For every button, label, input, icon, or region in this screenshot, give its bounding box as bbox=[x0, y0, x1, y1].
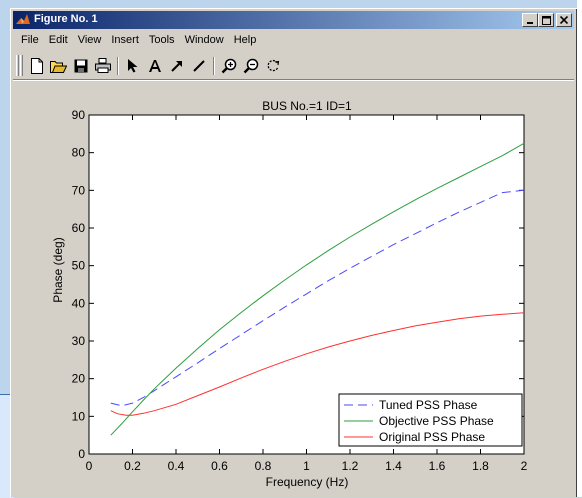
zoom-out-icon bbox=[243, 58, 258, 73]
menu-view[interactable]: View bbox=[77, 34, 102, 46]
print-icon bbox=[94, 58, 111, 73]
x-tick-label: 2 bbox=[521, 459, 528, 473]
toolbar-grip-2 bbox=[20, 55, 23, 76]
window-title: Figure No. 1 bbox=[34, 13, 98, 25]
x-tick-label: 0.2 bbox=[124, 459, 141, 473]
select-arrow-icon bbox=[127, 59, 137, 73]
y-tick-label: 80 bbox=[72, 146, 86, 160]
text-icon bbox=[148, 59, 161, 72]
zoom-in-button[interactable] bbox=[219, 56, 238, 75]
toolbar-grip[interactable] bbox=[16, 55, 19, 76]
rotate-icon bbox=[267, 59, 279, 71]
y-tick-label: 20 bbox=[72, 372, 86, 386]
x-tick-label: 1.6 bbox=[429, 459, 446, 473]
x-tick-label: 0.8 bbox=[255, 459, 272, 473]
zoom-in-icon bbox=[221, 58, 236, 73]
x-tick-label: 1.2 bbox=[342, 459, 359, 473]
open-icon bbox=[50, 60, 67, 73]
new-figure-icon bbox=[30, 57, 43, 74]
zoom-out-button[interactable] bbox=[241, 56, 260, 75]
line-icon bbox=[192, 59, 205, 72]
y-tick-label: 10 bbox=[72, 409, 86, 423]
y-axis-label: Phase (deg) bbox=[51, 237, 65, 302]
figure-canvas[interactable]: BUS No.=1 ID=1 0 0.2 0.4 0.6 0.8 1 1.2 1.4 1.6 1.… bbox=[10, 8, 577, 497]
save-icon bbox=[74, 59, 87, 72]
maximize-icon bbox=[541, 15, 551, 25]
save-button[interactable] bbox=[71, 56, 90, 75]
x-tick-label: 0.6 bbox=[211, 459, 228, 473]
series-line-original bbox=[110, 312, 525, 416]
menu-help[interactable]: Help bbox=[233, 34, 257, 46]
x-tick-label: 1 bbox=[303, 459, 310, 473]
menu-file[interactable]: File bbox=[21, 34, 39, 46]
axis-ticks: 0 0.2 0.4 0.6 0.8 1 1.2 1.4 1.6 1.8 20102030405060… bbox=[72, 108, 528, 473]
y-tick-label: 30 bbox=[72, 334, 86, 348]
y-tick-label: 70 bbox=[72, 183, 86, 197]
x-tick-label: 0 bbox=[86, 459, 93, 473]
toolbar-separator-2 bbox=[213, 57, 215, 75]
title-bar[interactable]: Figure No. 1 bbox=[13, 11, 574, 29]
insert-arrow-button[interactable] bbox=[167, 56, 186, 75]
insert-line-button[interactable] bbox=[189, 56, 208, 75]
y-tick-label: 50 bbox=[72, 259, 86, 273]
figure-window: Figure No. 1 File Edit View Insert Tools… bbox=[10, 8, 577, 497]
toolbar-divider bbox=[13, 79, 574, 81]
menu-window[interactable]: Window bbox=[184, 34, 224, 46]
arrow-icon bbox=[170, 60, 182, 72]
series-line-tuned bbox=[110, 189, 525, 407]
legend-label-tuned: Tuned PSS Phase bbox=[379, 398, 478, 412]
menu-bar: File Edit View Insert Tools Window Help bbox=[16, 32, 261, 50]
figure-toolbar bbox=[16, 54, 571, 78]
open-file-button[interactable] bbox=[49, 56, 68, 75]
x-axis-label: Frequency (Hz) bbox=[266, 475, 349, 489]
matlab-logo-icon bbox=[16, 14, 30, 24]
background-app-edge bbox=[577, 0, 582, 497]
series-line-objective bbox=[110, 142, 525, 436]
y-tick-label: 40 bbox=[72, 296, 86, 310]
select-tool-button[interactable] bbox=[123, 56, 142, 75]
toolbar-separator bbox=[117, 57, 119, 75]
legend-label-original: Original PSS Phase bbox=[379, 430, 485, 444]
minimize-button[interactable] bbox=[522, 13, 538, 27]
plot-lines bbox=[110, 142, 525, 436]
insert-text-button[interactable] bbox=[145, 56, 164, 75]
legend-label-objective: Objective PSS Phase bbox=[379, 414, 494, 428]
new-figure-button[interactable] bbox=[27, 56, 46, 75]
minimize-icon bbox=[527, 22, 533, 24]
legend[interactable]: Tuned PSS Phase Objective PSS Phase Orig… bbox=[338, 393, 523, 447]
menu-insert[interactable]: Insert bbox=[111, 34, 139, 46]
menu-edit[interactable]: Edit bbox=[48, 34, 68, 46]
y-tick-label: 90 bbox=[72, 108, 86, 122]
close-button[interactable] bbox=[556, 13, 572, 27]
rotate-3d-button[interactable] bbox=[263, 56, 282, 75]
x-tick-label: 1.8 bbox=[472, 459, 489, 473]
y-tick-label: 0 bbox=[78, 447, 85, 461]
menu-tools[interactable]: Tools bbox=[148, 34, 175, 46]
close-icon bbox=[560, 16, 568, 24]
maximize-button[interactable] bbox=[538, 13, 554, 27]
chart-title: BUS No.=1 ID=1 bbox=[262, 99, 352, 113]
print-button[interactable] bbox=[93, 56, 112, 75]
x-tick-label: 0.4 bbox=[168, 459, 185, 473]
x-tick-label: 1.4 bbox=[385, 459, 402, 473]
y-tick-label: 60 bbox=[72, 221, 86, 235]
